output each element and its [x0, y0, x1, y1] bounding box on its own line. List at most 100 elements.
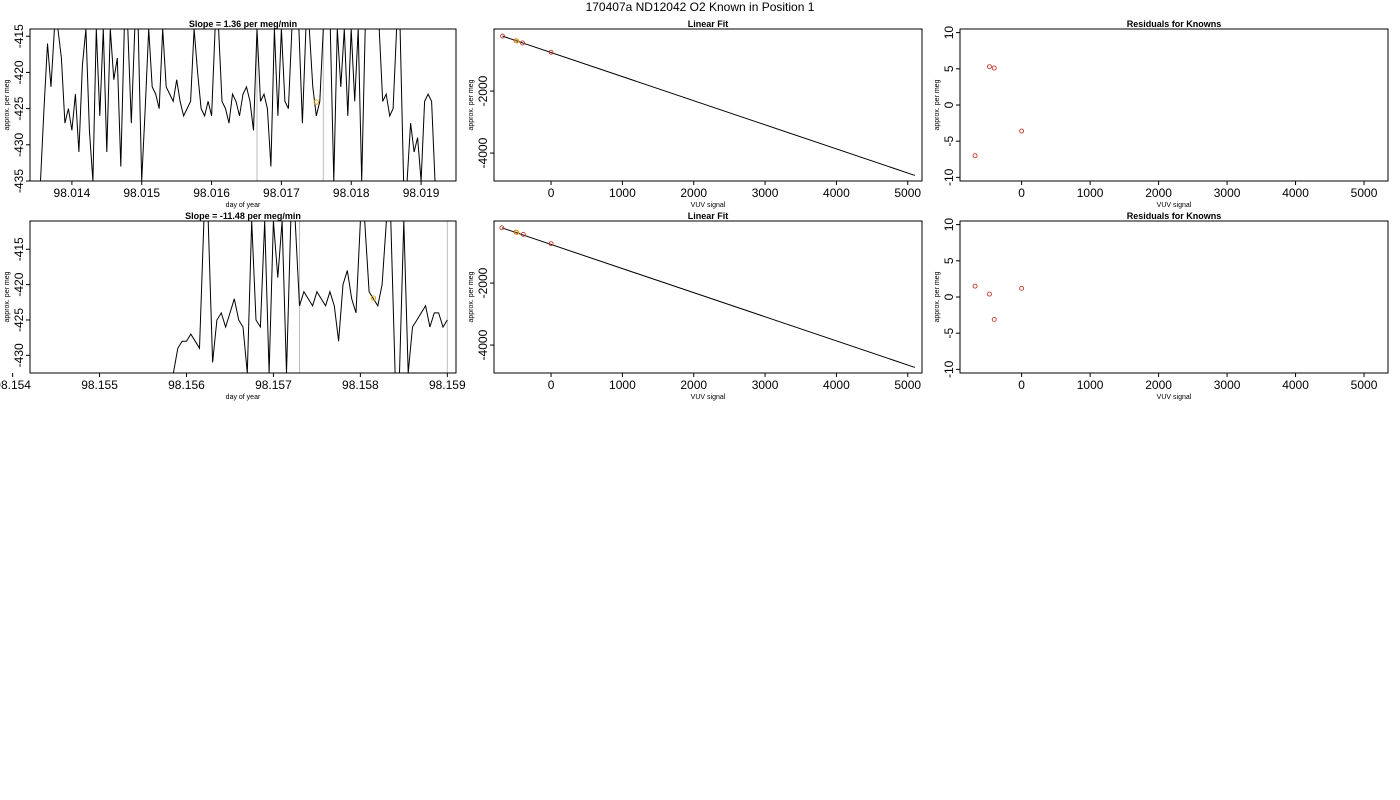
y-tick-label: -425 [12, 308, 26, 332]
data-point [991, 65, 997, 71]
plot-frame [493, 220, 923, 374]
chart-panel-1: 98.014 98.015 98.016 98.017 98.018 98.019 -435… [4, 19, 457, 209]
x-tick-label: 98.015 [123, 186, 160, 200]
plot-frame [493, 28, 923, 182]
fit-line [501, 227, 916, 368]
chart-title: Linear Fit [688, 211, 729, 221]
data-point [972, 153, 978, 159]
chart-title: Slope = 1.36 per meg/min [189, 19, 297, 29]
x-tick-label: 98.019 [403, 186, 440, 200]
data-point [991, 316, 997, 322]
y-tick-label: 10 [942, 218, 956, 232]
x-tick-label: 2000 [1145, 378, 1172, 392]
x-tick-label: 4000 [823, 186, 850, 200]
y-tick-label: 0 [942, 293, 956, 300]
x-tick-label: 0 [548, 378, 555, 392]
y-tick-label: -420 [12, 272, 26, 296]
data-point [972, 283, 978, 289]
data-point [548, 241, 554, 247]
x-tick-label: 2000 [680, 378, 707, 392]
y-axis-label: approx. per meg [4, 79, 11, 130]
series-line [40, 29, 439, 181]
series-line [172, 221, 448, 373]
page-title: 170407a ND12042 O2 Known in Position 1 [586, 0, 815, 14]
x-tick-label: 3000 [1214, 378, 1241, 392]
y-tick-label: -425 [12, 96, 26, 120]
y-axis-label: approx. per meg [468, 79, 475, 130]
y-tick-label: 5 [942, 65, 956, 72]
x-axis-label: VUV signal [1157, 394, 1192, 401]
y-axis-label: approx. per meg [4, 271, 11, 322]
y-tick-label: -4000 [476, 137, 490, 168]
y-axis-label: approx. per meg [934, 79, 941, 130]
x-tick-label: 4000 [1282, 186, 1309, 200]
x-tick-label: 98.016 [193, 186, 230, 200]
x-axis-label: VUV signal [1157, 202, 1192, 209]
plot-frame [959, 220, 1389, 374]
x-tick-label: 3000 [752, 378, 779, 392]
data-point [986, 291, 992, 297]
y-tick-label: -415 [12, 24, 26, 48]
data-point [986, 64, 992, 70]
x-tick-label: 4000 [823, 378, 850, 392]
chart-panel-6: 0 1000 2000 3000 4000 5000 -10 -5 0 5 10 Residuals … [934, 211, 1389, 401]
y-tick-label: -5 [942, 328, 956, 339]
x-tick-label: 1000 [609, 186, 636, 200]
x-tick-label: 98.159 [429, 378, 466, 392]
y-tick-label: 5 [942, 257, 956, 264]
chart-title: Linear Fit [688, 19, 729, 29]
x-axis-label: day of year [226, 202, 261, 209]
y-tick-label: -435 [12, 169, 26, 193]
data-point [520, 231, 526, 237]
data-point [1019, 128, 1025, 134]
x-tick-label: 5000 [1351, 186, 1378, 200]
y-tick-label: -2000 [476, 267, 490, 298]
x-tick-label: 3000 [1214, 186, 1241, 200]
chart-panel-2: 0 1000 2000 3000 4000 5000 -2000 -4000 Linear Fi… [468, 19, 923, 209]
x-tick-label: 4000 [1282, 378, 1309, 392]
x-tick-label: 2000 [1145, 186, 1172, 200]
chart-title: Residuals for Knowns [1127, 211, 1222, 221]
y-tick-label: 10 [942, 26, 956, 40]
x-axis-label: day of year [226, 394, 261, 401]
x-tick-label: 1000 [1077, 186, 1104, 200]
data-point [520, 40, 525, 46]
x-tick-label: 98.018 [333, 186, 370, 200]
x-tick-label: 2000 [680, 186, 707, 200]
highlight-point [370, 295, 377, 301]
y-tick-label: -430 [12, 132, 26, 156]
x-tick-label: 98.014 [54, 186, 91, 200]
x-tick-label: 0 [548, 186, 555, 200]
x-tick-label: 98.154 [0, 378, 31, 392]
data-point [500, 33, 506, 39]
y-tick-label: -430 [12, 343, 26, 367]
x-tick-label: 5000 [894, 378, 921, 392]
x-tick-label: 5000 [894, 186, 921, 200]
x-tick-label: 0 [1018, 186, 1025, 200]
highlight-point [514, 38, 520, 44]
plot-frame [29, 28, 457, 182]
chart-title: Residuals for Knowns [1127, 19, 1222, 29]
chart-panel-4: 98.154 98.155 98.156 98.157 98.158 98.159 -430… [0, 211, 466, 401]
y-tick-label: -5 [942, 136, 956, 147]
x-axis-label: VUV signal [691, 202, 726, 209]
y-tick-label: -2000 [476, 75, 490, 106]
y-tick-label: -10 [942, 168, 956, 186]
y-axis-label: approx. per meg [468, 271, 475, 322]
x-tick-label: 1000 [609, 378, 636, 392]
x-tick-label: 98.017 [263, 186, 300, 200]
y-tick-label: 0 [942, 101, 956, 108]
fit-line [502, 35, 916, 176]
data-point [1019, 285, 1025, 291]
chart-panel-3: 0 1000 2000 3000 4000 5000 -10 -5 0 5 10 Residuals … [934, 19, 1389, 209]
data-point [548, 49, 554, 55]
y-tick-label: -4000 [476, 329, 490, 360]
x-tick-label: 98.158 [342, 378, 379, 392]
x-tick-label: 0 [1018, 378, 1025, 392]
x-tick-label: 1000 [1077, 378, 1104, 392]
plot-frame [959, 28, 1389, 182]
data-point [499, 225, 505, 231]
y-axis-label: approx. per meg [934, 271, 941, 322]
highlight-point [313, 99, 320, 105]
